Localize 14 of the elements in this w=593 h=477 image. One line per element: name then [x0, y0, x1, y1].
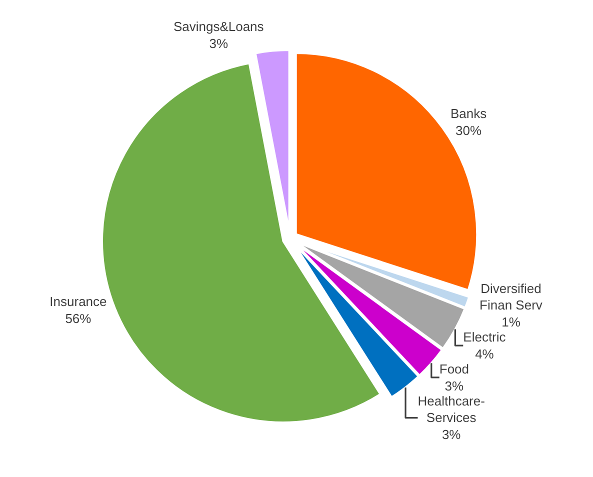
slice-label: Diversified Finan Serv	[480, 280, 543, 313]
slice-label: Healthcare-Services	[418, 393, 485, 426]
data-label: 1%	[502, 314, 521, 330]
data-label: 4%	[475, 346, 494, 362]
slice-label: Banks	[450, 106, 488, 122]
data-label: 30%	[456, 123, 482, 138]
slice-label: Insurance	[50, 294, 107, 310]
slice-label: Savings&Loans	[173, 19, 264, 34]
data-label: 56%	[65, 311, 92, 326]
slice-label: Food	[439, 361, 470, 376]
data-label: 3%	[442, 427, 462, 442]
data-label: 3%	[444, 378, 464, 394]
slice-label: Electric	[463, 330, 506, 345]
data-label: 3%	[209, 36, 228, 51]
